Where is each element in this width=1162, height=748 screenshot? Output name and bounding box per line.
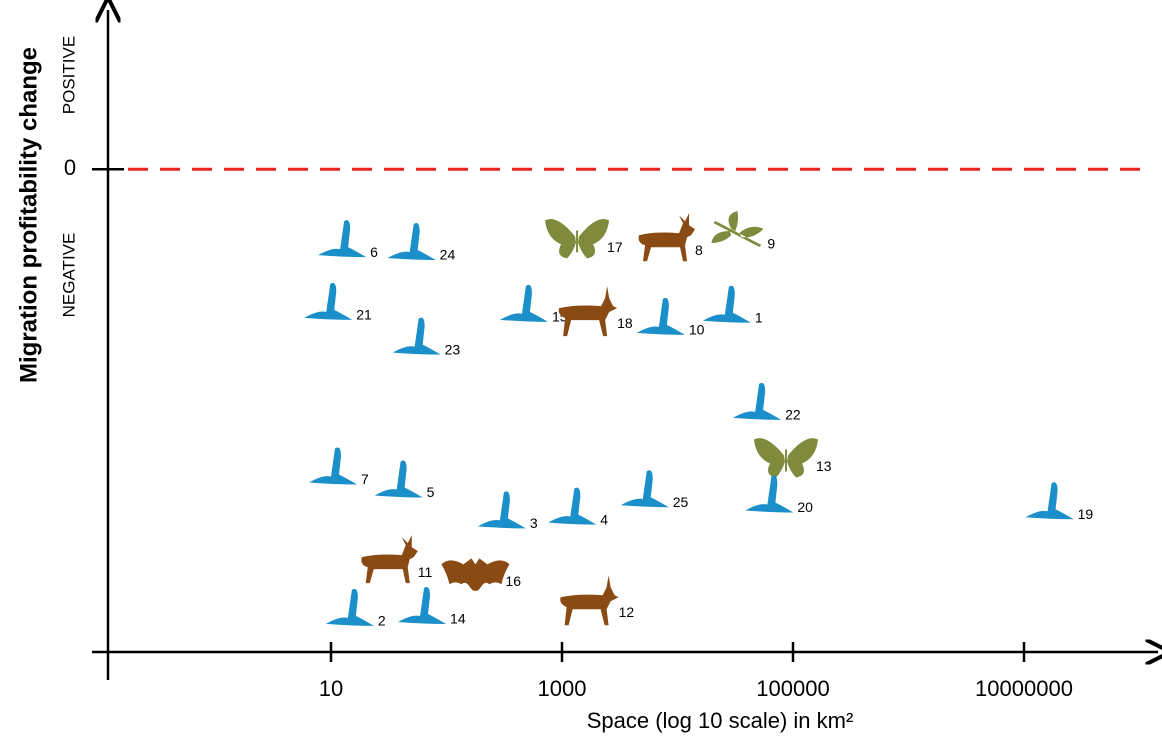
point-icon (559, 286, 617, 336)
point-label: 17 (607, 239, 623, 255)
point-label: 19 (1078, 506, 1094, 522)
point-icon (441, 558, 509, 591)
point-label: 9 (767, 236, 775, 252)
point-icon (548, 488, 596, 525)
point-label: 5 (427, 484, 435, 500)
point-icon (560, 575, 618, 625)
x-tick-label: 10 (319, 676, 343, 701)
point-label: 4 (600, 511, 608, 527)
point-label: 14 (450, 611, 466, 627)
point-label: 24 (440, 247, 456, 263)
point-label: 25 (673, 494, 689, 510)
point-icon (639, 213, 695, 261)
chart: Migration profitability change POSITIVE … (0, 0, 1162, 748)
point-icon (375, 461, 423, 498)
x-tick-label: 100000 (756, 676, 829, 701)
point-label: 7 (361, 471, 369, 487)
point-icon (703, 286, 751, 323)
point-icon (388, 223, 436, 260)
point-icon (545, 219, 609, 258)
x-axis-label: Space (log 10 scale) in km² (587, 708, 854, 733)
point-label: 16 (505, 573, 521, 589)
point-icon (393, 318, 441, 355)
annotation: NEGATIVE (59, 233, 78, 318)
point-label: 13 (816, 458, 832, 474)
point-label: 10 (689, 322, 705, 338)
point-icon (478, 491, 526, 528)
point-label: 3 (530, 515, 538, 531)
point-icon (637, 298, 685, 335)
point-label: 21 (356, 307, 372, 323)
y-tick-label: 0 (64, 155, 76, 180)
point-icon (309, 448, 357, 485)
x-tick-label: 1000 (538, 676, 587, 701)
point-icon (500, 285, 548, 322)
point-label: 11 (418, 564, 433, 580)
point-label: 8 (695, 242, 703, 258)
point-icon (733, 383, 781, 420)
y-axis-label: Migration profitability change (15, 47, 42, 383)
point-label: 20 (797, 499, 813, 515)
point-icon (745, 475, 793, 512)
point-icon (398, 587, 446, 624)
point-label: 1 (755, 309, 763, 325)
annotation: POSITIVE (59, 36, 78, 114)
point-icon (318, 220, 366, 257)
point-icon (621, 470, 669, 507)
point-label: 6 (370, 244, 378, 260)
x-tick-label: 10000000 (975, 676, 1073, 701)
point-icon (754, 438, 818, 477)
point-icon (326, 589, 374, 626)
point-label: 23 (445, 341, 461, 357)
point-icon (304, 283, 352, 320)
point-label: 12 (619, 604, 635, 620)
point-icon (361, 535, 417, 583)
point-icon (1026, 482, 1074, 519)
point-icon (711, 211, 763, 247)
point-label: 22 (785, 407, 801, 423)
point-label: 18 (617, 315, 633, 331)
point-label: 2 (378, 613, 386, 629)
